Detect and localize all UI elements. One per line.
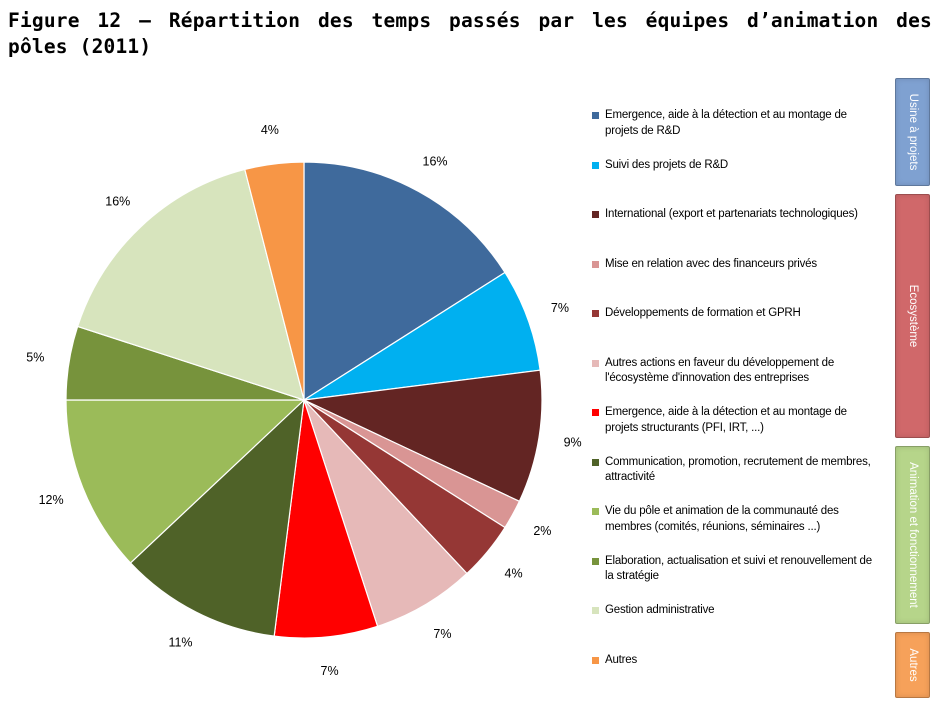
legend-label: Gestion administrative xyxy=(605,604,715,616)
pie-slice xyxy=(273,399,379,639)
legend-swatch xyxy=(592,656,599,664)
legend-swatch xyxy=(592,112,599,119)
figure-title: Figure 12 – Répartition des temps passés… xyxy=(8,9,932,58)
group-band-ecosysteme: Ecosystème xyxy=(895,194,930,438)
pie-slice xyxy=(303,161,506,402)
pie-slice xyxy=(76,168,305,401)
legend-label: Autres actions en faveur du développemen… xyxy=(605,356,835,385)
slice-percent-label: 16% xyxy=(423,155,448,169)
pie-slice xyxy=(129,398,305,637)
legend-label: Mise en relation avec des financeurs pri… xyxy=(605,257,817,270)
slice-percent-label: 16% xyxy=(105,195,130,209)
legend-label: Développements de formation et GPRH xyxy=(605,307,801,319)
legend-label: International (export et partenariats te… xyxy=(605,208,858,220)
legend-label: Autres xyxy=(605,653,638,666)
slice-percent-label: 2% xyxy=(533,524,551,538)
slice-percent-label: 11% xyxy=(168,635,192,649)
legend-swatch xyxy=(592,409,599,416)
legend-swatch xyxy=(592,557,599,565)
legend-label: Emergence, aide à la détection et au mon… xyxy=(605,109,847,137)
slice-percent-label: 7% xyxy=(433,627,451,641)
group-band-label: Ecosystème xyxy=(906,284,919,348)
group-band-label: Autres xyxy=(906,648,919,682)
legend-swatch xyxy=(592,458,599,466)
pie-slice xyxy=(65,399,306,564)
legend-label: Communication, promotion, recrutement de… xyxy=(605,455,871,484)
slice-percent-label: 7% xyxy=(551,301,569,315)
legend-label: Vie du pôle et animation de la communaut… xyxy=(605,505,839,533)
legend-swatch xyxy=(592,211,599,218)
slice-percent-label: 7% xyxy=(321,664,339,678)
legend-swatch xyxy=(592,359,599,367)
pie-slice xyxy=(303,399,468,628)
legend-swatch xyxy=(592,508,599,515)
legend-swatch xyxy=(592,607,599,614)
slice-percent-label: 4% xyxy=(261,123,279,137)
legend-swatch xyxy=(592,310,599,317)
slice-percent-label: 4% xyxy=(505,566,523,580)
legend-swatch xyxy=(592,161,599,169)
group-band-animation: Animation et fonctionnement xyxy=(895,446,930,624)
slice-percent-label: 5% xyxy=(26,350,44,364)
group-band-autres: Autres xyxy=(895,632,930,698)
slice-percent-label: 12% xyxy=(39,493,64,507)
legend-label: Elaboration, actualisation et suivi et r… xyxy=(605,554,872,583)
pie-slice xyxy=(244,161,305,401)
pie-slice xyxy=(301,369,543,503)
legend-swatch xyxy=(592,260,599,268)
slice-percent-label: 9% xyxy=(564,436,582,450)
pie-slice xyxy=(303,271,541,401)
group-band-label: Usine à projets xyxy=(906,93,919,171)
legend-label: Suivi des projets de R&D xyxy=(605,158,729,171)
group-band-label: Animation et fonctionnement xyxy=(906,462,919,608)
group-band-usine: Usine à projets xyxy=(895,78,930,186)
legend-label: Emergence, aide à la détection et au mon… xyxy=(605,406,847,434)
